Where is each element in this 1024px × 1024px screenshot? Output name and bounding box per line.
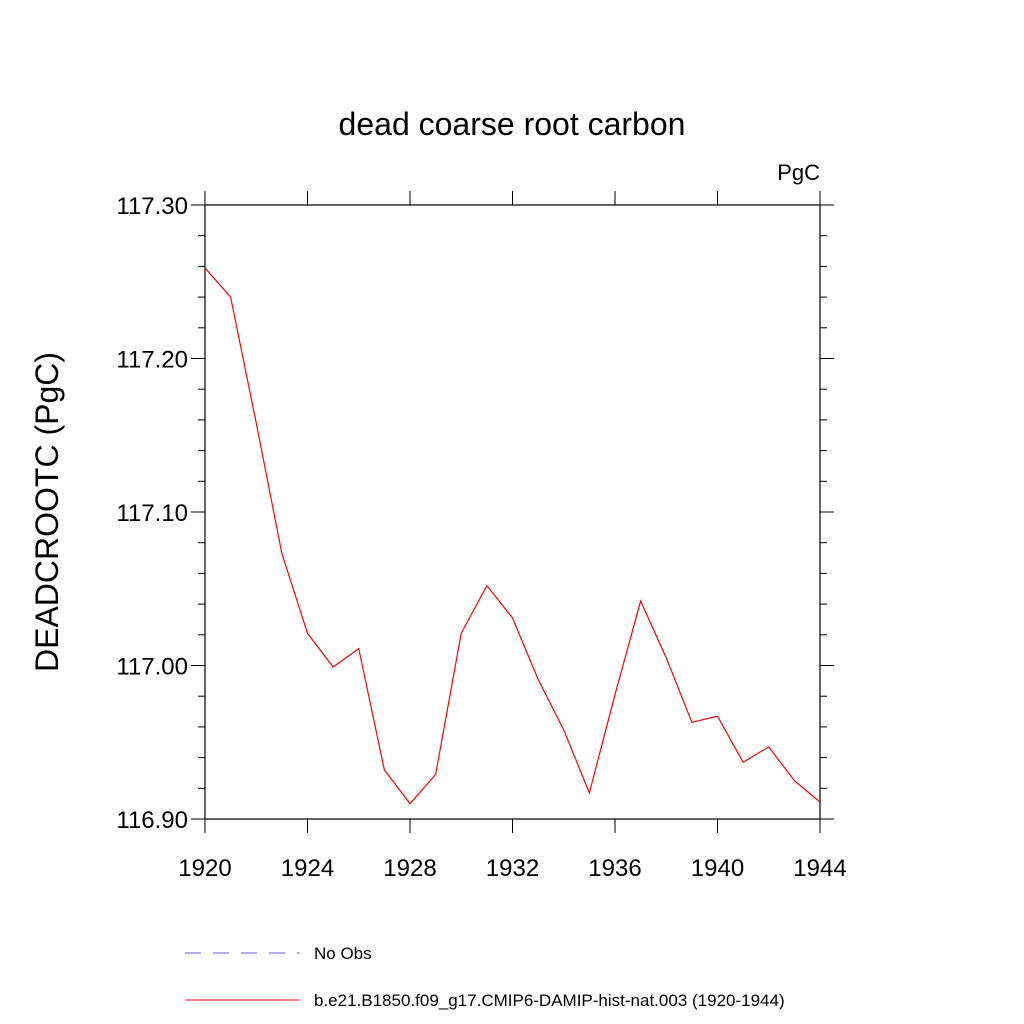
y-tick-label: 116.90 [116, 807, 188, 834]
x-tick-label: 1944 [793, 855, 846, 882]
y-tick-label: 117.30 [116, 193, 188, 220]
y-axis-label: DEADCROOTC (PgC) [29, 352, 65, 672]
y-tick-label: 117.20 [116, 347, 188, 374]
series-layer [204, 267, 821, 805]
chart-title: dead coarse root carbon [339, 106, 686, 142]
y-tick-label: 117.00 [116, 654, 188, 681]
x-tick-label: 1928 [383, 855, 436, 882]
x-tick-label: 1936 [588, 855, 641, 882]
legend-label-0: No Obs [314, 944, 372, 963]
x-tick-label: 1924 [281, 855, 334, 882]
x-tick-label: 1940 [691, 855, 744, 882]
x-tick-label: 1920 [178, 855, 231, 882]
x-tick-label: 1932 [486, 855, 539, 882]
units-label: PgC [777, 160, 820, 185]
axis-ticks [191, 191, 834, 833]
legend: No Obs b.e21.B1850.f09_g17.CMIP6-DAMIP-hi… [185, 944, 785, 1010]
y-tick-label: 117.10 [116, 500, 188, 527]
axis-tick-labels: 1920 1924 1928 1932 1936 1940 1944 116.90 117.00… [116, 193, 846, 882]
series-line-1 [204, 267, 821, 805]
plot-frame [204, 204, 821, 820]
legend-label-1: b.e21.B1850.f09_g17.CMIP6-DAMIP-hist-nat… [314, 991, 785, 1010]
